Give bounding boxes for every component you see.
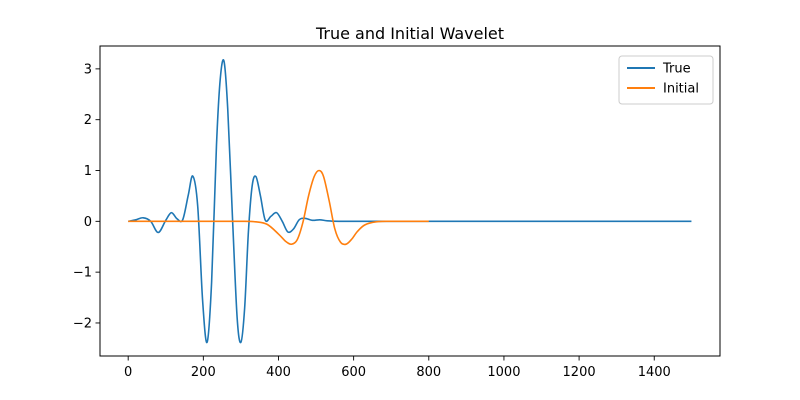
chart-title: True and Initial Wavelet	[315, 24, 504, 43]
legend-label-initial: Initial	[663, 82, 699, 97]
series-line-true	[128, 59, 692, 344]
plot-frame	[99, 45, 721, 357]
x-tick-label: 600	[341, 365, 366, 380]
x-tick-label: 1200	[563, 365, 596, 380]
legend-label-true: True	[662, 62, 691, 77]
y-tick-label: 0	[84, 215, 92, 230]
y-tick-label: 2	[84, 113, 92, 128]
x-tick-label: 400	[266, 365, 291, 380]
y-tick-label: 3	[84, 62, 92, 77]
y-axis: −2 −1 0 1 2 3	[73, 62, 100, 331]
x-axis: 0 200 400 600 800 1000 1200 1400	[124, 356, 671, 380]
y-tick-label: −2	[73, 316, 92, 331]
series-layer	[128, 59, 692, 344]
x-tick-label: 800	[416, 365, 441, 380]
y-tick-label: 1	[84, 164, 92, 179]
x-tick-label: 1000	[487, 365, 520, 380]
x-tick-label: 1400	[638, 365, 671, 380]
x-tick-label: 0	[124, 365, 132, 380]
legend: True Initial	[618, 55, 714, 105]
y-tick-label: −1	[73, 266, 92, 281]
x-tick-label: 200	[191, 365, 216, 380]
series-line-initial	[128, 169, 429, 246]
